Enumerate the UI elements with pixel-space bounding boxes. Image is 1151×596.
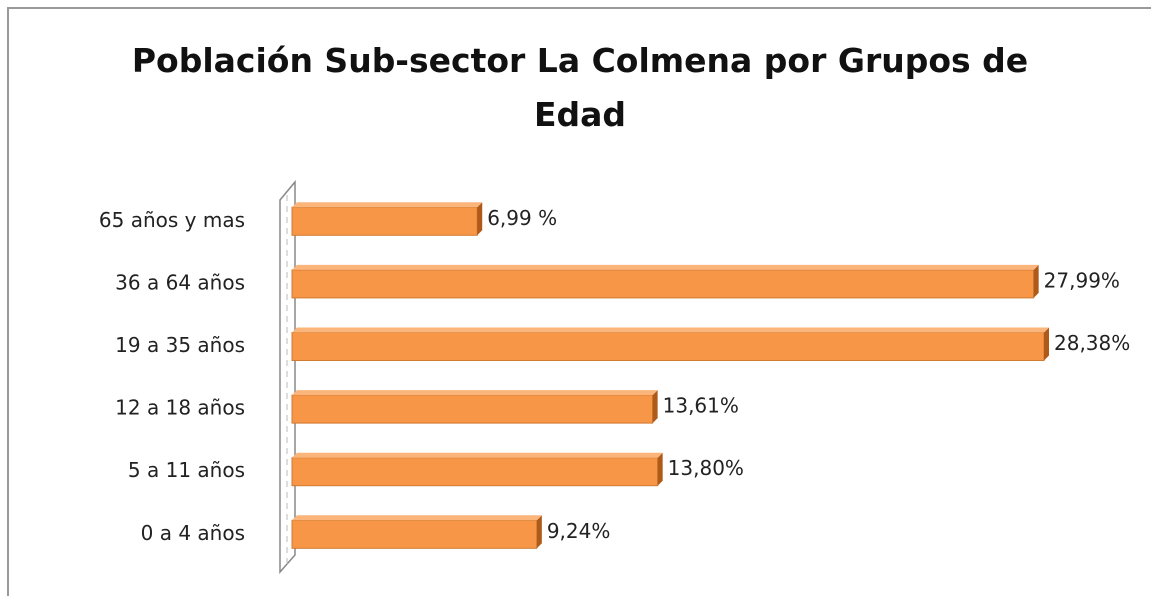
value-label: 27,99% bbox=[1044, 268, 1120, 292]
bar-top bbox=[292, 515, 542, 521]
bar-side bbox=[477, 202, 483, 236]
category-label: 5 a 11 años bbox=[128, 458, 245, 482]
bar bbox=[291, 394, 654, 424]
category-label: 0 a 4 años bbox=[141, 521, 245, 545]
bar-side bbox=[657, 452, 663, 486]
bar bbox=[291, 519, 538, 549]
value-label: 13,61% bbox=[663, 394, 739, 418]
value-label: 28,38% bbox=[1054, 331, 1130, 355]
bar-side bbox=[652, 390, 658, 424]
bar-top bbox=[292, 390, 658, 396]
value-label: 9,24% bbox=[547, 519, 611, 543]
bar bbox=[291, 332, 1045, 361]
bar bbox=[291, 269, 1035, 299]
category-label: 65 años y mas bbox=[99, 208, 245, 232]
category-label: 36 a 64 años bbox=[115, 270, 245, 294]
bar-top bbox=[292, 202, 483, 208]
chart-title: Población Sub-sector La Colmena por Grup… bbox=[131, 41, 1029, 134]
bar-top bbox=[292, 452, 663, 458]
value-label: 6,99 % bbox=[487, 206, 557, 230]
frame-border bbox=[7, 7, 1151, 596]
category-label: 12 a 18 años bbox=[115, 396, 245, 420]
bar-top bbox=[292, 264, 1039, 270]
bar-side bbox=[1033, 264, 1039, 298]
bar-side bbox=[1044, 327, 1049, 361]
value-label: 13,80% bbox=[668, 456, 744, 480]
bar bbox=[291, 206, 478, 236]
bar bbox=[291, 457, 659, 487]
category-label: 19 a 35 años bbox=[115, 333, 245, 357]
bar-side bbox=[536, 515, 542, 549]
bar-top bbox=[292, 327, 1049, 333]
